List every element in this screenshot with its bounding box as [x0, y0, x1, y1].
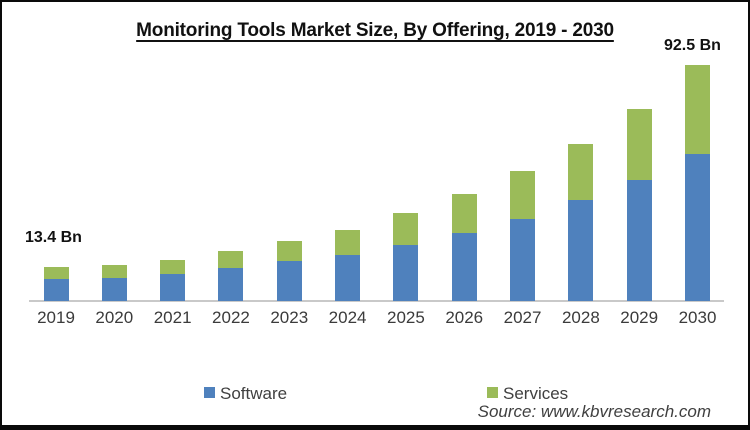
data-label-2019: 13.4 Bn: [25, 229, 82, 246]
legend-label-services: Services: [503, 384, 569, 403]
x-axis-label-2028: 2028: [561, 308, 600, 327]
x-axis-label-2020: 2020: [95, 308, 134, 327]
bar-2029-software: [626, 180, 652, 301]
bar-2029-services: [626, 109, 652, 180]
bar-2027-software: [510, 219, 536, 301]
x-axis-label-2026: 2026: [445, 308, 484, 327]
bar-2023-software: [276, 261, 302, 301]
bar-2025-software: [393, 245, 419, 301]
bar-2028-services: [568, 144, 594, 200]
bar-2024-software: [335, 255, 361, 301]
legend-label-software: Software: [220, 384, 288, 403]
bar-2021-services: [160, 260, 186, 274]
bar-2030-services: [685, 65, 711, 154]
bar-2023-services: [276, 241, 302, 261]
x-axis-label-2029: 2029: [620, 308, 659, 327]
bar-2021-software: [160, 274, 186, 301]
software-swatch-icon: [204, 387, 215, 398]
bar-2025-services: [393, 213, 419, 245]
x-axis-label-2019: 2019: [37, 308, 75, 327]
x-axis-label-2022: 2022: [212, 308, 250, 327]
bar-2027-services: [510, 171, 536, 219]
bar-2020-software: [101, 278, 127, 301]
chart-title: Monitoring Tools Market Size, By Offerin…: [136, 20, 614, 41]
bar-2028-software: [568, 200, 594, 301]
bar-2022-services: [218, 251, 244, 268]
services-swatch-icon: [487, 387, 498, 398]
bar-2022-software: [218, 268, 244, 301]
x-axis-label-2030: 2030: [678, 308, 717, 327]
bar-2024-services: [335, 230, 361, 255]
bar-2020-services: [101, 265, 127, 278]
x-axis-label-2025: 2025: [386, 308, 425, 327]
bar-2019-services: [43, 267, 69, 279]
bar-2019-software: [43, 279, 69, 301]
x-axis-label-2024: 2024: [328, 308, 367, 327]
bar-2026-software: [451, 233, 477, 301]
x-axis-label-2023: 2023: [270, 308, 309, 327]
x-axis-line: [29, 300, 724, 302]
bar-2026-services: [451, 194, 477, 233]
x-axis-label-2021: 2021: [153, 308, 192, 327]
x-axis-label-2027: 2027: [503, 308, 542, 327]
source-attribution: Source: www.kbvresearch.com: [477, 402, 711, 421]
bar-2030-software: [685, 154, 711, 301]
data-label-2030: 92.5 Bn: [664, 37, 721, 54]
